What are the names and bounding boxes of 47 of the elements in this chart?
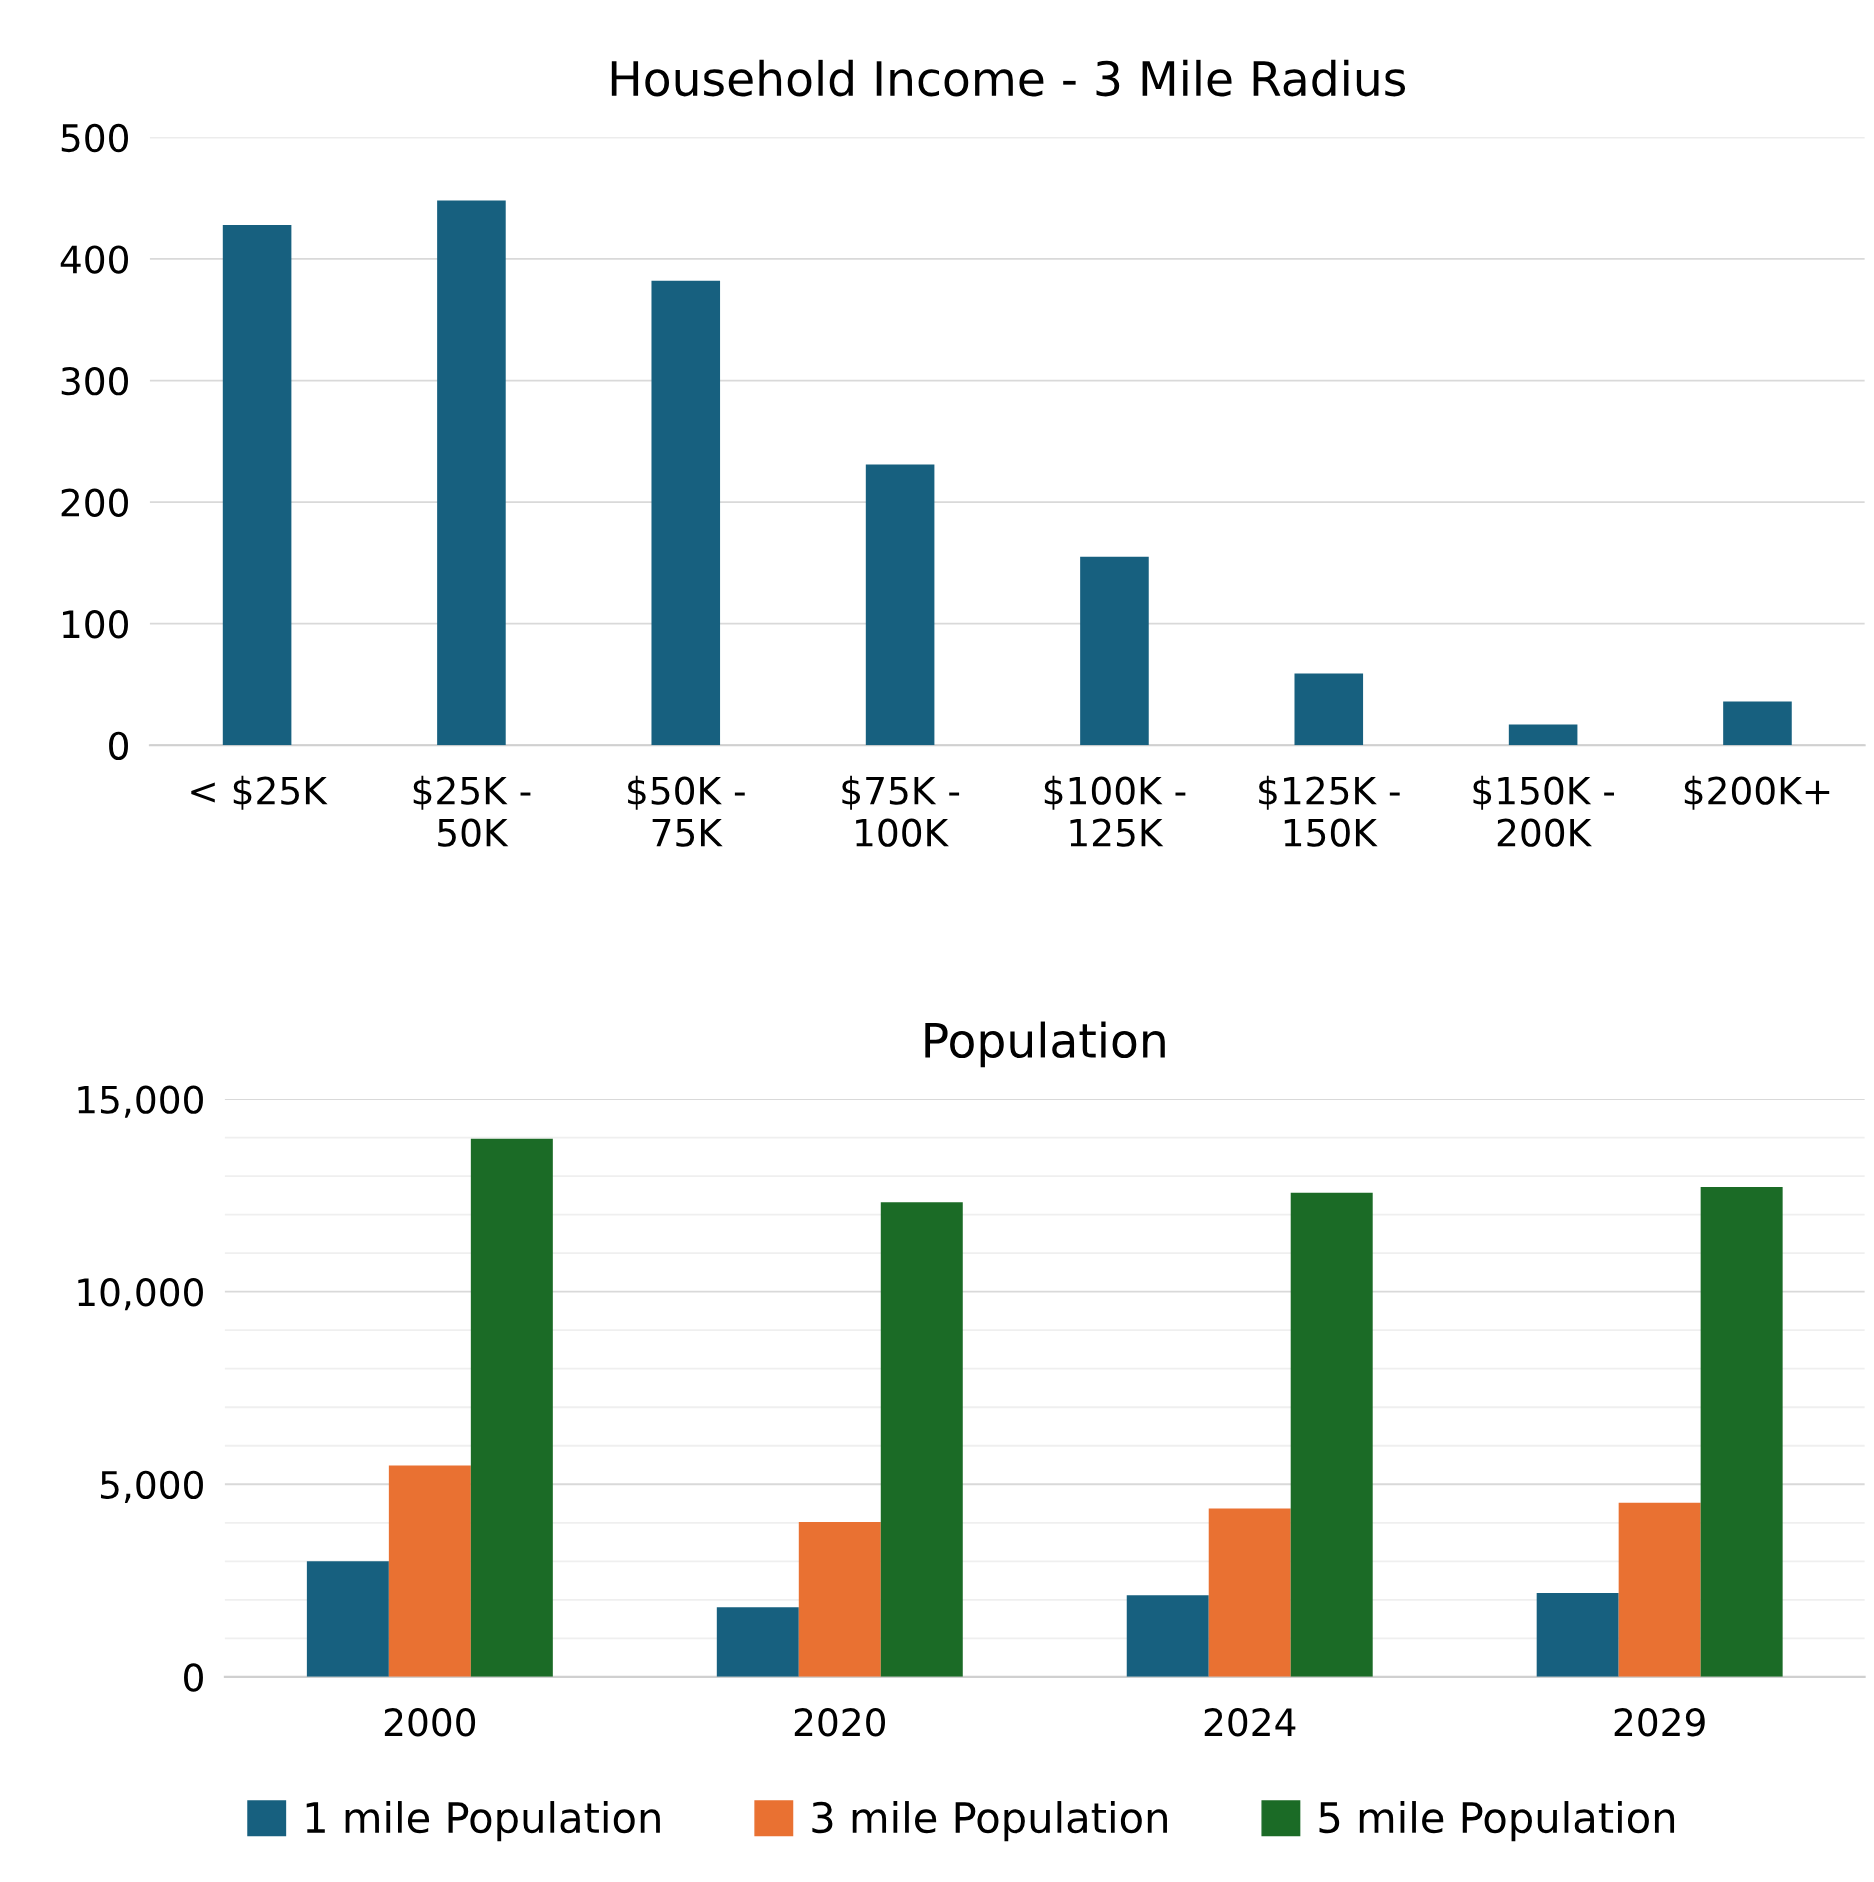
y-tick-label: 15,000 [78,1085,203,1118]
y-tick-label: 200 [61,488,128,517]
y-tick-label: 10,000 [78,1278,203,1311]
bar [470,1138,553,1677]
x-tick-label: $75K - 100K [842,775,960,847]
bar [880,1202,963,1677]
bar [1618,1502,1701,1677]
x-tick-label: $50K - 75K [628,775,745,847]
bar [1290,1192,1373,1677]
y-tick-label: 100 [63,610,128,639]
chart-title: Population [925,1021,1165,1068]
bar [437,200,506,746]
bar [1508,724,1578,746]
legend-label: 3 mile Population [812,1801,1167,1842]
bar [1294,673,1364,746]
bar [865,464,935,746]
y-tick-label: 0 [109,731,128,761]
x-tick-label: $100K - 125K [1044,775,1186,847]
bar [306,1561,389,1677]
bar [222,224,292,746]
bar [388,1465,471,1677]
bar [716,1607,799,1677]
x-tick-label: 2020 [794,1708,886,1737]
bar [1536,1592,1619,1677]
x-tick-label: 2029 [1614,1708,1705,1737]
y-tick-label: 5,000 [100,1470,203,1503]
x-tick-label: $125K - 150K [1259,775,1400,847]
bar [651,280,721,746]
bar [1723,701,1792,746]
bar [1126,1595,1209,1677]
bar [798,1522,881,1677]
y-tick-label: 400 [60,245,128,274]
x-tick-label: 2024 [1204,1708,1296,1737]
y-tick-label: 0 [184,1663,203,1692]
bar [1208,1508,1291,1677]
legend-label: 1 mile Population [306,1801,660,1842]
bar [1080,556,1149,746]
x-tick-label: $200K+ [1684,775,1830,810]
legend-label: 5 mile Population [1319,1801,1675,1842]
chart-title: Household Income - 3 Mile Radius [611,59,1406,97]
x-tick-label: 2000 [384,1708,476,1737]
y-tick-label: 500 [61,123,128,153]
x-tick-label: < $25K [191,775,328,810]
y-tick-label: 300 [61,366,128,396]
bar [1700,1186,1783,1677]
x-tick-label: $150K - 200K [1473,775,1615,847]
x-tick-label: $25K - 50K [413,775,531,847]
